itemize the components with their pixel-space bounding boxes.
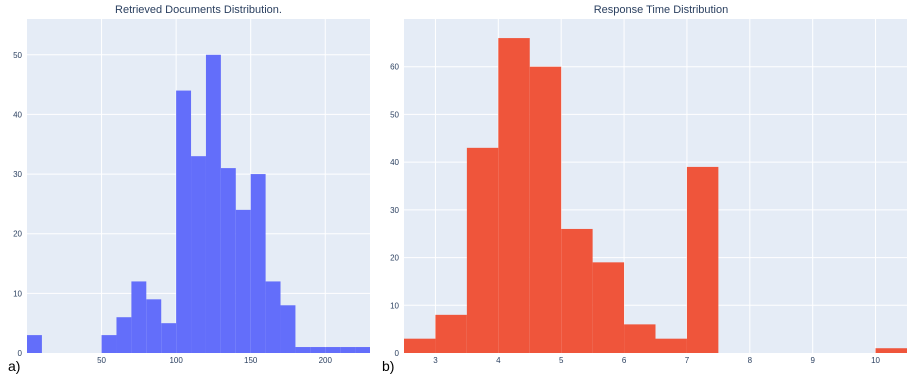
y-tick-labels: 0 10 20 30 40 50	[13, 51, 22, 358]
x-tick-label: 3	[433, 356, 438, 365]
panel-label: b)	[382, 358, 394, 374]
y-tick-label: 40	[13, 110, 22, 119]
x-tick-label: 50	[97, 356, 106, 365]
histogram-bar	[310, 347, 326, 353]
y-tick-label: 0	[395, 349, 400, 358]
histogram-bar	[161, 323, 177, 353]
histogram-bar	[466, 147, 499, 353]
histogram-bar	[340, 347, 356, 353]
y-tick-label: 10	[390, 301, 399, 310]
y-tick-labels: 0 10 20 30 40 50 60	[390, 63, 399, 358]
histogram-bar	[235, 209, 251, 353]
x-tick-label: 200	[319, 356, 333, 365]
y-tick-label: 20	[13, 230, 22, 239]
histogram-bar	[220, 168, 236, 353]
chart-response-time: 3 4 5 6 7 8 9 10 0 10 20 30 40 50 60 Response Time Di…	[382, 4, 907, 374]
x-tick-label: 8	[748, 356, 753, 365]
y-tick-label: 0	[18, 349, 23, 358]
panel-label: a)	[8, 358, 20, 374]
histogram-bar	[205, 54, 221, 354]
histogram-bar	[561, 228, 593, 353]
histogram-bar	[435, 314, 467, 353]
histogram-bar	[592, 262, 625, 353]
x-tick-label: 100	[169, 356, 183, 365]
histogram-bar	[295, 347, 311, 353]
histogram-bar	[325, 347, 341, 353]
histogram-bar	[624, 324, 656, 353]
histogram-bar	[191, 156, 206, 353]
y-tick-label: 60	[390, 63, 399, 72]
histogram-bar	[498, 38, 530, 353]
histogram-bar	[355, 347, 370, 353]
histogram-bar	[176, 90, 192, 354]
y-tick-label: 40	[390, 158, 399, 167]
y-tick-label: 20	[390, 254, 399, 263]
x-tick-label: 4	[496, 356, 501, 365]
histogram-bar	[655, 338, 687, 353]
y-tick-label: 30	[390, 206, 399, 215]
histogram-bar	[146, 299, 162, 353]
histogram-bar	[101, 335, 117, 353]
histogram-bar	[404, 338, 436, 353]
chart-title: Retrieved Documents Distribution.	[115, 4, 282, 16]
bars	[404, 38, 907, 353]
y-tick-label: 30	[13, 170, 22, 179]
x-tick-labels: 3 4 5 6 7 8 9 10	[433, 356, 880, 365]
bars	[27, 54, 370, 354]
x-tick-label: 6	[622, 356, 627, 365]
x-tick-label: 150	[244, 356, 258, 365]
x-tick-label: 7	[685, 356, 690, 365]
histogram-bar	[131, 281, 147, 353]
chart-retrieved-documents: 50 100 150 200 0 10 20 30 40 50 Retrieved Docume…	[8, 4, 370, 374]
histogram-bar	[27, 335, 42, 353]
chart-title: Response Time Distribution	[594, 4, 729, 16]
x-tick-label: 5	[559, 356, 564, 365]
histogram-bar	[250, 174, 266, 353]
y-tick-label: 10	[13, 289, 22, 298]
x-tick-labels: 50 100 150 200	[97, 356, 332, 365]
histogram-bar	[529, 66, 562, 353]
histogram-bar	[280, 305, 296, 353]
histogram-bar	[265, 281, 281, 353]
x-tick-label: 10	[871, 356, 880, 365]
x-tick-label: 9	[810, 356, 815, 365]
y-tick-label: 50	[13, 51, 22, 60]
histogram-bar	[116, 317, 132, 353]
y-tick-label: 50	[390, 110, 399, 119]
histogram-bar	[875, 348, 907, 353]
histogram-bar	[686, 166, 719, 353]
